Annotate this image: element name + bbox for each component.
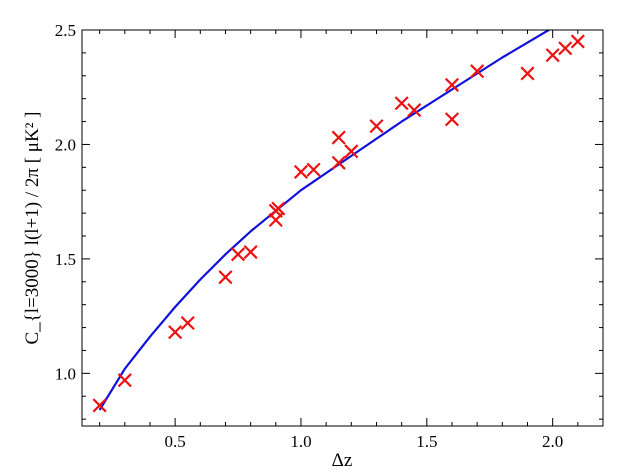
data-point — [243, 244, 258, 260]
data-point-stroke — [444, 112, 460, 127]
data-point-stroke — [331, 155, 346, 170]
axis-ticks — [82, 29, 603, 426]
plot-area — [92, 30, 585, 413]
data-point — [168, 325, 183, 340]
data-point — [180, 315, 195, 331]
data-point — [369, 119, 384, 134]
data-point — [407, 103, 422, 118]
x-tick-label: 0.5 — [165, 432, 186, 451]
y-tick-label: 1.0 — [55, 364, 76, 383]
data-point-stroke — [92, 398, 107, 413]
data-point-stroke — [470, 64, 485, 79]
model-lines — [98, 30, 551, 411]
data-point-stroke — [394, 96, 409, 111]
data-point-stroke — [545, 48, 560, 63]
data-point — [444, 112, 460, 127]
model-curve — [98, 30, 551, 411]
data-point-stroke — [444, 77, 460, 92]
plot-frame — [81, 29, 604, 427]
data-point — [306, 162, 321, 177]
data-point-stroke — [293, 164, 309, 179]
data-point — [520, 66, 535, 81]
y-tick-label: 2.0 — [55, 135, 76, 154]
data-point-stroke — [243, 244, 258, 260]
data-point — [117, 373, 132, 388]
data-point — [344, 144, 359, 159]
data-point-stroke — [230, 247, 246, 262]
data-point — [268, 212, 283, 228]
y-axis-label: C_{l=3000} l(l+1) / 2π [ μK² ] — [22, 112, 43, 345]
data-point-stroke — [268, 212, 283, 228]
data-point — [545, 48, 560, 63]
data-point-stroke — [168, 325, 183, 340]
data-point-stroke — [306, 162, 321, 177]
data-point-stroke — [218, 270, 233, 285]
x-tick-label: 1.5 — [416, 432, 437, 451]
x-tick-label: 2.0 — [542, 432, 563, 451]
data-point — [230, 247, 246, 262]
data-point-stroke — [180, 315, 195, 331]
data-point-stroke — [271, 201, 286, 216]
data-point — [394, 96, 409, 111]
data-point-stroke — [331, 130, 346, 145]
data-point — [331, 155, 346, 170]
data-point — [271, 201, 286, 216]
data-point — [470, 64, 485, 79]
data-point — [558, 41, 573, 56]
data-point-stroke — [344, 144, 359, 159]
x-axis-label: Δz — [332, 450, 353, 471]
data-point-stroke — [520, 66, 535, 81]
data-point-stroke — [407, 103, 422, 118]
data-point — [218, 270, 233, 285]
tick-labels: 0.5 1.0 1.5 2.0 1.0 1.5 2.0 2.5 — [55, 21, 564, 451]
y-tick-label: 1.5 — [55, 250, 76, 269]
data-point-stroke — [558, 41, 573, 56]
data-point — [92, 398, 107, 413]
y-tick-label: 2.5 — [55, 21, 76, 40]
data-markers — [92, 34, 585, 413]
data-point-stroke — [369, 119, 384, 134]
data-point — [331, 130, 346, 145]
data-point — [570, 34, 585, 49]
x-tick-label: 1.0 — [290, 432, 311, 451]
data-point-stroke — [117, 373, 132, 388]
data-point — [444, 77, 460, 92]
data-point-stroke — [570, 34, 585, 49]
data-point — [293, 164, 309, 179]
